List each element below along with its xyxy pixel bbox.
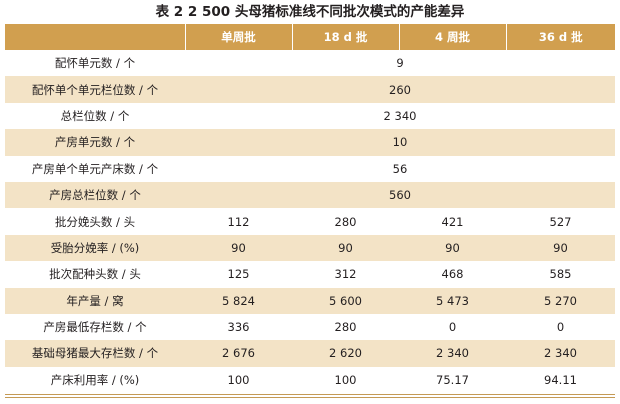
header-cell-4week: 4 周批 — [398, 24, 506, 50]
header-cell-36d: 36 d 批 — [505, 24, 615, 50]
value-cell: 585 — [506, 261, 615, 288]
value-cell: 125 — [185, 261, 292, 288]
row-label: 批次配种头数 / 头 — [5, 261, 185, 288]
value-cell: 2 340 — [506, 340, 615, 367]
table-row: 批分娩头数 / 头 112 280 421 527 — [5, 208, 615, 235]
value-cell: 5 270 — [506, 287, 615, 314]
value-cell: 90 — [185, 234, 292, 262]
table-row: 年产量 / 窝 5 824 5 600 5 473 5 270 — [5, 287, 615, 314]
row-label: 产房单个单元产床数 / 个 — [5, 155, 185, 182]
header-cell-empty — [5, 24, 185, 50]
table-bottom-rule-double — [5, 397, 615, 398]
row-label: 产房单元数 / 个 — [5, 129, 185, 156]
value-cell: 2 340 — [399, 340, 506, 367]
value-cell: 90 — [506, 234, 615, 262]
table-row: 批次配种头数 / 头 125 312 468 585 — [5, 261, 615, 288]
value-cell: 90 — [292, 234, 399, 262]
merged-value-cell: 56 — [185, 155, 615, 182]
table-row: 受胎分娩率 / (%) 90 90 90 90 — [5, 234, 615, 262]
table-row: 产床利用率 / (%) 100 100 75.17 94.11 — [5, 366, 615, 394]
value-cell: 312 — [292, 261, 399, 288]
table-header-row: 单周批 18 d 批 4 周批 36 d 批 — [5, 24, 615, 50]
table-bottom-rule — [5, 394, 615, 395]
row-label: 基础母猪最大存栏数 / 个 — [5, 340, 185, 367]
value-cell: 100 — [185, 366, 292, 394]
merged-value-cell: 260 — [185, 76, 615, 103]
value-cell: 527 — [506, 208, 615, 235]
value-cell: 0 — [506, 313, 615, 341]
table-caption: 表 2 2 500 头母猪标准线不同批次模式的产能差异 — [155, 4, 465, 20]
table-row: 配怀单元数 / 个 9 — [5, 50, 615, 77]
value-cell: 100 — [292, 366, 399, 394]
value-cell: 5 473 — [399, 287, 506, 314]
capacity-table: 单周批 18 d 批 4 周批 36 d 批 配怀单元数 / 个 9 配怀单个单… — [5, 24, 615, 394]
table-row: 产房总栏位数 / 个 560 — [5, 181, 615, 209]
table-row: 基础母猪最大存栏数 / 个 2 676 2 620 2 340 2 340 — [5, 340, 615, 367]
table-row: 配怀单个单元栏位数 / 个 260 — [5, 76, 615, 103]
table-row: 产房单个单元产床数 / 个 56 — [5, 155, 615, 182]
value-cell: 336 — [185, 313, 292, 341]
row-label: 受胎分娩率 / (%) — [5, 234, 185, 262]
merged-value-cell: 560 — [185, 181, 615, 209]
merged-value-cell: 9 — [185, 50, 615, 77]
row-label: 批分娩头数 / 头 — [5, 208, 185, 235]
merged-value-cell: 2 340 — [185, 102, 615, 130]
row-label: 产房最低存栏数 / 个 — [5, 313, 185, 341]
value-cell: 0 — [399, 313, 506, 341]
value-cell: 90 — [399, 234, 506, 262]
table-row: 产房单元数 / 个 10 — [5, 129, 615, 156]
value-cell: 2 676 — [185, 340, 292, 367]
value-cell: 75.17 — [399, 366, 506, 394]
value-cell: 280 — [292, 313, 399, 341]
row-label: 年产量 / 窝 — [5, 287, 185, 314]
table-row: 产房最低存栏数 / 个 336 280 0 0 — [5, 313, 615, 341]
row-label: 配怀单元数 / 个 — [5, 50, 185, 77]
row-label: 配怀单个单元栏位数 / 个 — [5, 76, 185, 103]
value-cell: 112 — [185, 208, 292, 235]
header-cell-weekly: 单周批 — [184, 24, 292, 50]
value-cell: 421 — [399, 208, 506, 235]
value-cell: 2 620 — [292, 340, 399, 367]
value-cell: 468 — [399, 261, 506, 288]
value-cell: 94.11 — [506, 366, 615, 394]
row-label: 产床利用率 / (%) — [5, 366, 185, 394]
header-cell-18d: 18 d 批 — [291, 24, 399, 50]
row-label: 总栏位数 / 个 — [5, 102, 185, 130]
value-cell: 280 — [292, 208, 399, 235]
row-label: 产房总栏位数 / 个 — [5, 181, 185, 209]
table-row: 总栏位数 / 个 2 340 — [5, 102, 615, 130]
merged-value-cell: 10 — [185, 129, 615, 156]
value-cell: 5 824 — [185, 287, 292, 314]
value-cell: 5 600 — [292, 287, 399, 314]
